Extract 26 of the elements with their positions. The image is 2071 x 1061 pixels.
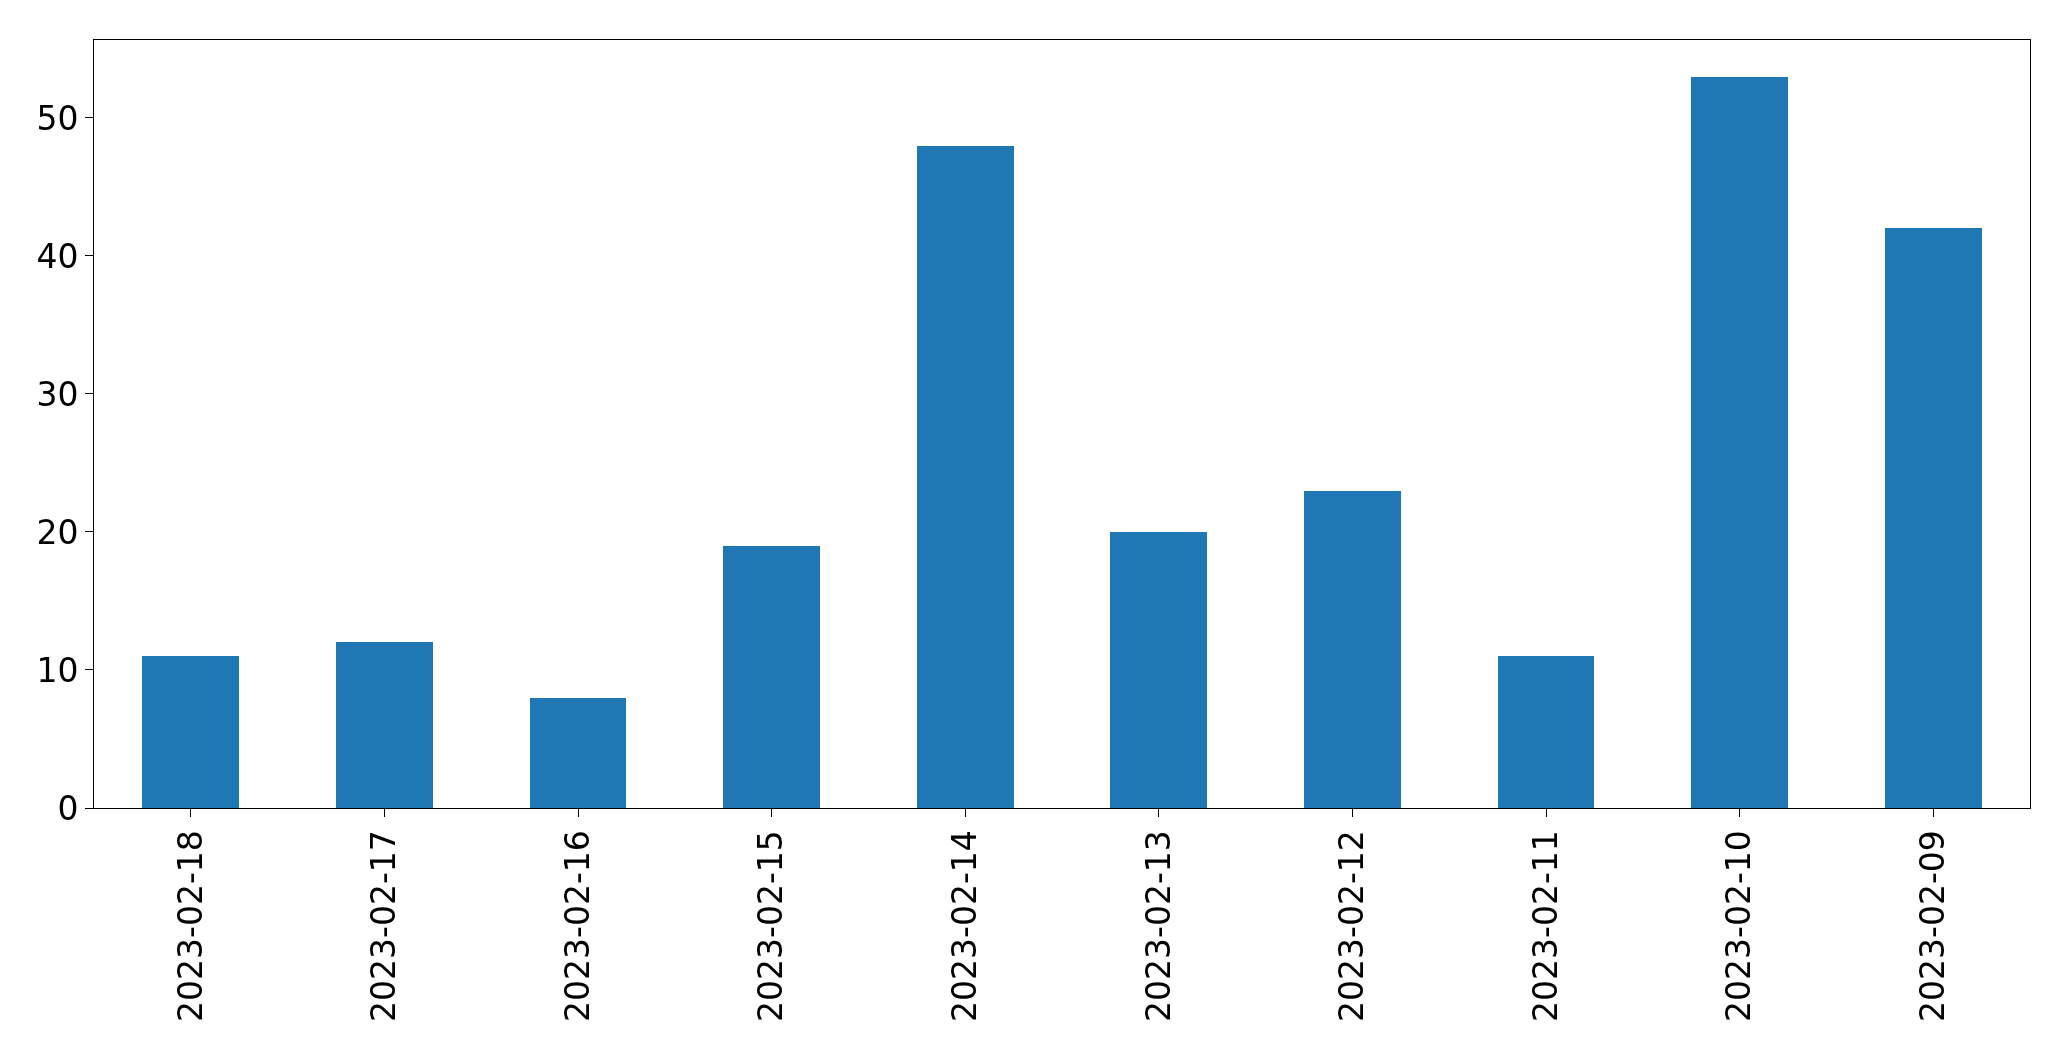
x-tick-label: 2023-02-09	[1912, 830, 1952, 1022]
bar	[1691, 77, 1788, 808]
bar	[917, 146, 1014, 808]
bar	[1304, 491, 1401, 808]
x-tick-label: 2023-02-18	[170, 830, 210, 1022]
y-tick-label: 0	[57, 788, 79, 828]
x-tick-label: 2023-02-10	[1719, 830, 1759, 1022]
y-tick-label: 50	[36, 98, 79, 138]
bar	[723, 546, 820, 808]
y-tick-label: 10	[36, 650, 79, 690]
y-tick-label: 30	[36, 374, 79, 414]
bar	[336, 642, 433, 808]
bar	[1110, 532, 1207, 808]
x-tick-label: 2023-02-15	[751, 830, 791, 1022]
y-tick-label: 40	[36, 236, 79, 276]
x-tick-label: 2023-02-17	[364, 830, 404, 1022]
x-tick-label: 2023-02-12	[1332, 830, 1372, 1022]
bar	[142, 656, 239, 808]
x-tick-label: 2023-02-11	[1525, 830, 1565, 1022]
y-tick-label: 20	[36, 512, 79, 552]
x-tick-label: 2023-02-16	[557, 830, 597, 1022]
bar	[530, 698, 626, 808]
x-tick-label: 2023-02-13	[1138, 830, 1178, 1022]
bar	[1885, 228, 1982, 808]
bar	[1498, 656, 1594, 808]
x-tick-label: 2023-02-14	[944, 830, 984, 1022]
